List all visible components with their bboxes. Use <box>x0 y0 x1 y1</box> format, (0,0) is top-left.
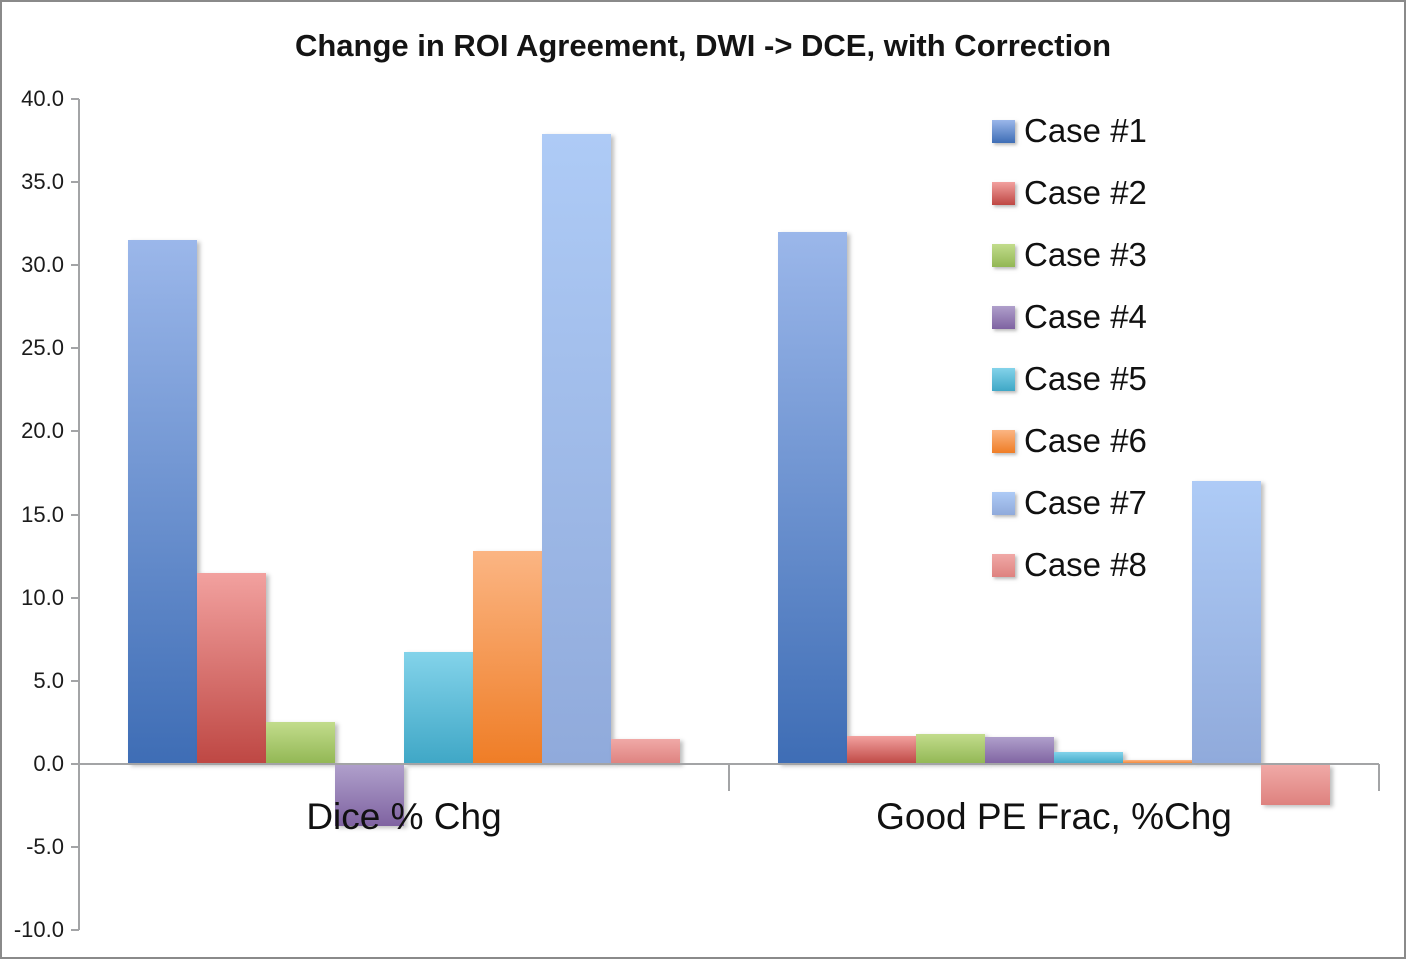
category-tick-mark <box>1378 764 1380 791</box>
y-tick-mark <box>71 845 79 848</box>
y-tick-label: 15.0 <box>21 501 64 527</box>
legend-item: Case #1 <box>992 112 1147 149</box>
category-label: Good PE Frac, %Chg <box>876 796 1232 837</box>
bar <box>985 737 1054 764</box>
bar <box>1123 760 1192 764</box>
y-tick-mark <box>71 513 79 516</box>
bar <box>335 764 404 827</box>
y-tick-mark <box>71 264 79 267</box>
legend-swatch <box>992 553 1015 577</box>
bar <box>473 551 542 764</box>
legend-label: Case #5 <box>1024 360 1147 397</box>
y-tick-mark <box>71 430 79 433</box>
y-tick-label: 30.0 <box>21 252 64 278</box>
legend-swatch <box>992 305 1015 329</box>
legend-item: Case #6 <box>992 422 1147 459</box>
y-axis-line <box>78 99 80 930</box>
y-tick-mark <box>71 679 79 682</box>
y-tick-label: 0.0 <box>33 750 64 776</box>
y-tick-mark <box>71 762 79 765</box>
y-tick-mark <box>71 347 79 350</box>
bar <box>266 722 335 764</box>
y-tick-label: 5.0 <box>33 667 64 693</box>
legend-item: Case #2 <box>992 174 1147 211</box>
legend-label: Case #7 <box>1024 484 1147 521</box>
legend-item: Case #5 <box>992 360 1147 397</box>
legend-item: Case #4 <box>992 298 1147 335</box>
legend-swatch <box>992 491 1015 515</box>
bar <box>1054 752 1123 764</box>
bar <box>542 133 611 764</box>
legend-swatch <box>992 429 1015 453</box>
y-tick-mark <box>71 98 79 100</box>
bar <box>778 231 847 764</box>
legend-swatch <box>992 243 1015 267</box>
legend-label: Case #4 <box>1024 298 1147 335</box>
legend-item: Case #3 <box>992 236 1147 273</box>
y-tick-mark <box>71 181 79 184</box>
bar <box>404 652 473 764</box>
y-tick-mark <box>71 929 79 931</box>
y-tick-label: -5.0 <box>26 833 64 859</box>
legend-label: Case #3 <box>1024 236 1147 273</box>
y-tick-label: 10.0 <box>21 584 64 610</box>
y-tick-label: 20.0 <box>21 418 64 444</box>
legend-label: Case #1 <box>1024 112 1147 149</box>
y-tick-label: -10.0 <box>13 917 64 942</box>
y-tick-mark <box>71 596 79 599</box>
legend-swatch <box>992 367 1015 391</box>
legend-item: Case #7 <box>992 484 1147 521</box>
category-tick-mark <box>728 764 730 791</box>
legend-swatch <box>992 181 1015 205</box>
bar <box>197 572 266 764</box>
bar <box>916 733 985 764</box>
bar <box>611 738 680 764</box>
legend-swatch <box>992 119 1015 143</box>
bar <box>1192 481 1261 764</box>
chart-title: Change in ROI Agreement, DWI -> DCE, wit… <box>294 28 1112 63</box>
legend-label: Case #6 <box>1024 422 1147 459</box>
bar <box>1261 764 1330 805</box>
y-tick-label: 25.0 <box>21 335 64 361</box>
y-tick-label: 40.0 <box>21 86 64 111</box>
legend-item: Case #8 <box>992 546 1147 583</box>
category-label: Dice % Chg <box>306 796 502 837</box>
legend-label: Case #2 <box>1024 174 1147 211</box>
bar <box>128 240 197 764</box>
legend-label: Case #8 <box>1024 546 1147 583</box>
bar <box>847 735 916 764</box>
y-tick-label: 35.0 <box>21 169 64 195</box>
